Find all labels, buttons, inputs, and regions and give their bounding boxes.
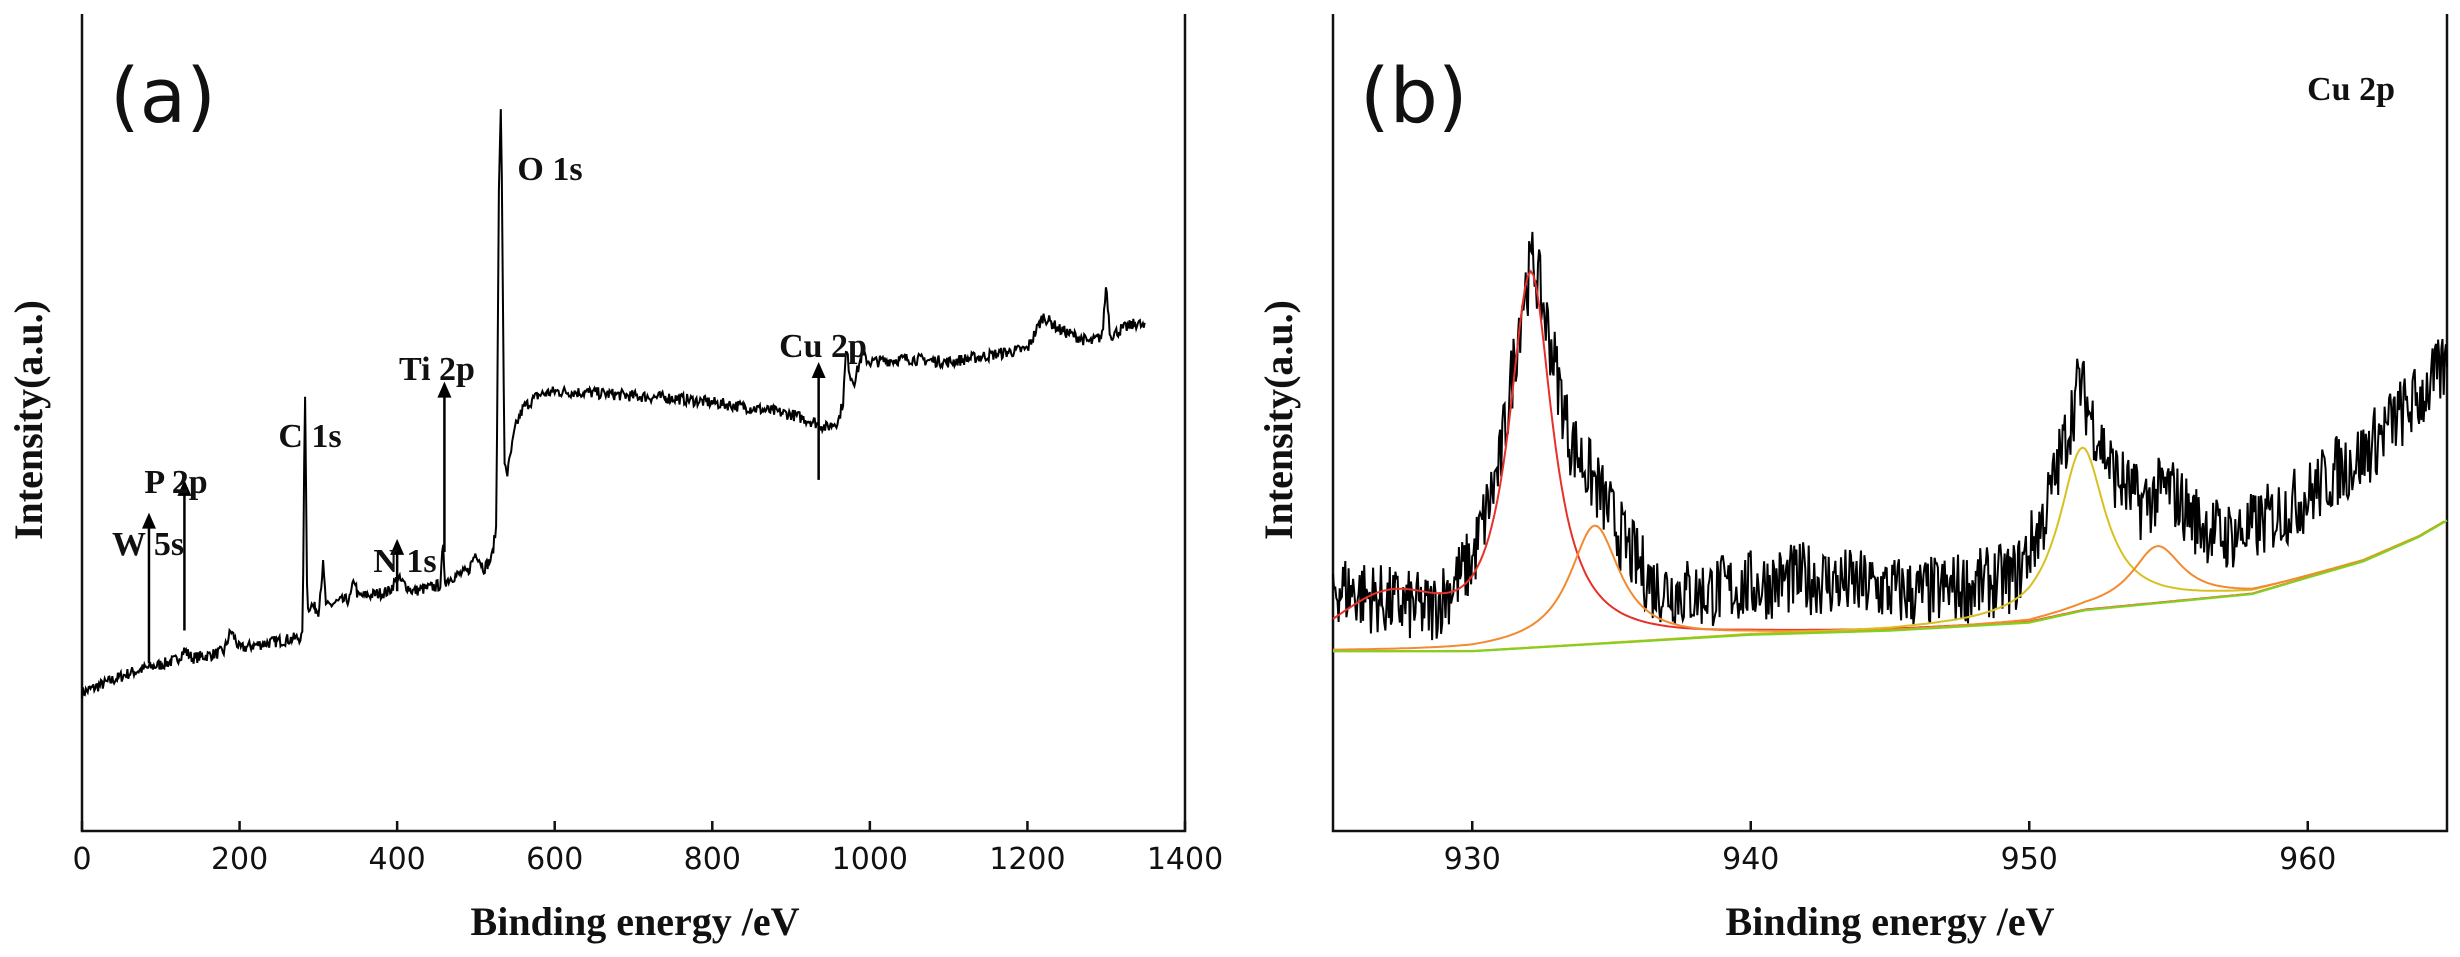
survey-spectrum-line	[81, 109, 1146, 699]
fit-component-line	[1333, 446, 2445, 652]
panel-b-x-tick-label: 940	[1722, 842, 1779, 877]
panel-b-x-axis-title: Binding energy /eV	[1726, 899, 2055, 944]
panel-a-x-tick-label: 1200	[989, 842, 1065, 877]
panel-a-label: (a)	[110, 51, 216, 140]
panel-b-x-tick-label: 950	[2001, 842, 2058, 877]
panel-b-y-axis-title: Intensity(a.u.)	[1256, 300, 1301, 540]
panel-a-x-tick-label: 1000	[832, 842, 908, 877]
panel-a-survey: 0 200 400 600 800 1000 1200 1400 W 5s P 2p C 1s N …	[6, 14, 1223, 944]
peak-label-o-1s: O 1s	[517, 151, 582, 188]
panel-a-x-axis-title: Binding energy /eV	[471, 899, 800, 944]
panel-b-x-tick-label: 960	[2279, 842, 2336, 877]
peak-label-ti-2p: Ti 2p	[399, 351, 475, 388]
arrow-head-icon	[177, 479, 192, 496]
panel-a-x-tick-label: 0	[72, 842, 91, 877]
panel-a-annotations: W 5s P 2p C 1s N 1s Ti 2p O 1s Cu 2p	[112, 151, 867, 664]
panel-b-x-ticks: 930 940 950 960	[1444, 821, 2336, 877]
panel-b-cu2p: 930 940 950 960 (b) Cu 2p Binding energy /e…	[1256, 14, 2449, 944]
panel-b-x-tick-label: 930	[1444, 842, 1501, 877]
panel-b-series	[1332, 231, 2448, 653]
arrow-head-icon	[437, 381, 452, 398]
panel-a-frame	[80, 14, 1187, 833]
panel-a-series	[81, 109, 1146, 699]
peak-label-p-2p: P 2p	[144, 464, 207, 501]
panel-a-x-tick-label: 1400	[1147, 842, 1223, 877]
peak-label-c-1s: C 1s	[278, 418, 341, 455]
arrow-head-icon	[811, 362, 826, 378]
panel-a-x-ticks: 0 200 400 600 800 1000 1200 1400	[72, 821, 1223, 877]
panel-a-x-tick-label: 600	[526, 842, 583, 877]
peak-label-n-1s: N 1s	[373, 543, 436, 580]
panel-b-frame	[1331, 14, 2449, 833]
arrow-head-icon	[141, 512, 156, 529]
panel-a-x-tick-label: 200	[211, 842, 268, 877]
experimental-spectrum-line	[1332, 231, 2448, 641]
peak-label-cu-2p: Cu 2p	[779, 328, 867, 365]
panel-b-title: Cu 2p	[2307, 71, 2395, 108]
background-line	[1333, 519, 2448, 653]
panel-b-label: (b)	[1360, 51, 1468, 140]
panel-a-x-tick-label: 400	[369, 842, 426, 877]
arrow-head-icon	[390, 538, 405, 555]
peak-label-w-5s: W 5s	[112, 526, 184, 563]
panel-a-y-axis-title: Intensity(a.u.)	[6, 300, 51, 540]
panel-a-x-tick-label: 800	[684, 842, 741, 877]
